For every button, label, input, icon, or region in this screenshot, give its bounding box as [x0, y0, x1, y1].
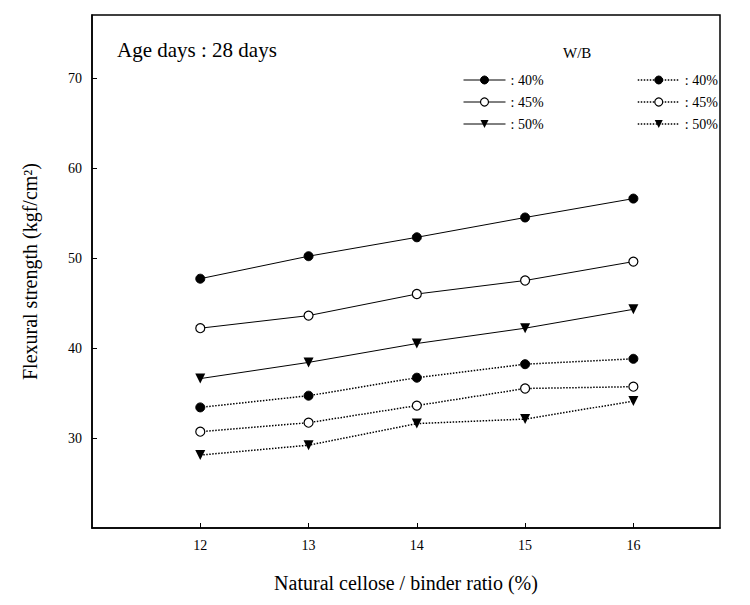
svg-text:Natural cellose / binder ratio: Natural cellose / binder ratio (%): [274, 572, 538, 595]
svg-text:50: 50: [68, 251, 82, 266]
svg-text:15: 15: [518, 538, 532, 553]
svg-text:40: 40: [68, 341, 82, 356]
svg-text:: 40%: : 40%: [511, 73, 544, 88]
svg-text:70: 70: [68, 71, 82, 86]
svg-text:: 50%: : 50%: [685, 117, 718, 132]
svg-text:Age days : 28 days: Age days : 28 days: [117, 38, 277, 62]
svg-text:12: 12: [193, 538, 207, 553]
svg-text:14: 14: [410, 538, 424, 553]
svg-text:Flexural strength (kgf/cm²): Flexural strength (kgf/cm²): [19, 163, 42, 380]
svg-text:: 45%: : 45%: [511, 95, 544, 110]
svg-text:: 50%: : 50%: [511, 117, 544, 132]
svg-text:30: 30: [68, 431, 82, 446]
svg-text:13: 13: [302, 538, 316, 553]
svg-text:16: 16: [626, 538, 640, 553]
svg-text:60: 60: [68, 161, 82, 176]
svg-text:W/B: W/B: [563, 45, 591, 61]
svg-text:: 40%: : 40%: [685, 73, 718, 88]
svg-text:: 45%: : 45%: [685, 95, 718, 110]
